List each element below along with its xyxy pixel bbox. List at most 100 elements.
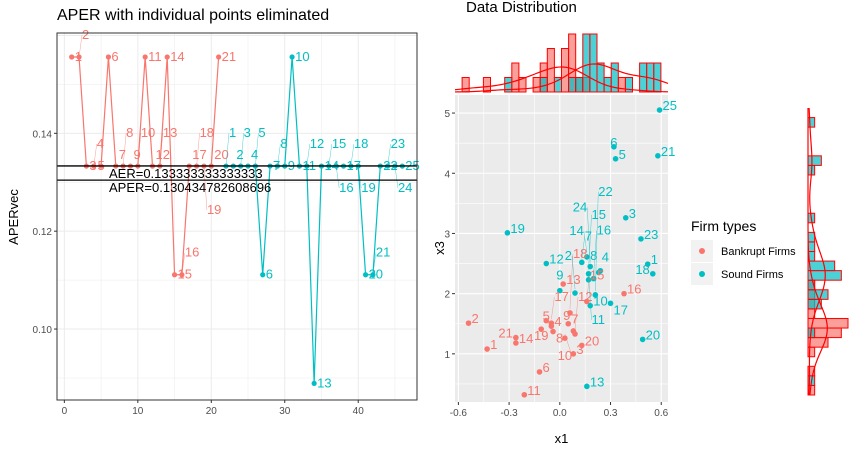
data-point [656, 107, 663, 113]
point-label: 12 [549, 252, 563, 267]
point-label: 16 [339, 180, 353, 195]
point-label: 5 [543, 309, 550, 324]
label-leader-line [277, 144, 281, 167]
data-point [105, 54, 112, 60]
point-label: 3 [629, 206, 636, 221]
label-leader-line [595, 191, 599, 291]
label-leader-line [78, 34, 83, 58]
data-point [142, 54, 148, 60]
point-label: 12 [156, 147, 170, 162]
right-histogram-bar [807, 117, 816, 128]
point-label: 1 [229, 125, 236, 140]
point-label: 19 [361, 180, 375, 195]
x-tick-label: 10 [132, 406, 144, 417]
label-leader-line [328, 144, 333, 167]
label-leader-line [593, 230, 597, 275]
point-label: 13 [163, 125, 177, 140]
data-point [578, 259, 585, 266]
point-label: 1 [490, 337, 497, 352]
point-label: 10 [593, 294, 607, 309]
data-point [655, 152, 661, 159]
top-histogram-bar [582, 33, 591, 93]
point-label: 14 [170, 49, 184, 64]
label-leader-line [574, 296, 579, 331]
point-label: 6 [543, 360, 550, 375]
point-label: 15 [178, 267, 192, 282]
point-label: 2 [565, 248, 572, 263]
data-point [612, 156, 619, 162]
point-label: 12 [578, 289, 592, 304]
point-label: 17 [554, 289, 568, 304]
point-label: 6 [266, 267, 273, 282]
data-point [621, 290, 627, 297]
right-density-curve [808, 107, 826, 396]
point-label: 2 [472, 311, 479, 326]
point-label: 4 [554, 314, 561, 329]
point-label: 18 [573, 246, 587, 261]
data-point [644, 261, 651, 267]
label-leader-line [588, 275, 592, 320]
data-point [179, 272, 185, 278]
data-point [548, 320, 555, 326]
data-point [592, 292, 599, 298]
label-leader-line [564, 334, 573, 357]
point-label: 8 [590, 248, 597, 263]
label-leader-line [571, 256, 576, 290]
x-tick-label: -0.3 [500, 408, 518, 419]
legend: Firm types Bankrupt Firms Sound Firms [691, 218, 796, 285]
label-leader-line [357, 166, 362, 189]
legend-point-icon [699, 271, 705, 277]
top-histogram-bar [568, 77, 577, 93]
scatter-panel [455, 95, 668, 402]
label-leader-line [387, 144, 391, 167]
plot-panel [57, 33, 417, 400]
point-label: 25 [663, 98, 677, 113]
point-label: 20 [214, 147, 228, 162]
point-label: 20 [646, 327, 660, 342]
x-tick-label: 0.0 [553, 408, 567, 419]
data-point [164, 54, 170, 60]
point-label: 14 [569, 223, 583, 238]
data-point [585, 277, 592, 283]
point-label: 19 [534, 328, 548, 343]
legend-title: Firm types [691, 218, 756, 234]
legend-point-icon [699, 248, 705, 254]
y-axis-label: x3 [432, 241, 447, 255]
data-point [543, 260, 550, 267]
label-leader-line [394, 166, 399, 189]
point-label: 5 [619, 147, 626, 162]
label-leader-line [583, 230, 588, 253]
data-point [484, 346, 490, 352]
point-label: 10 [141, 125, 155, 140]
point-label: 5 [258, 125, 265, 140]
data-point [567, 310, 573, 316]
label-leader-line [551, 297, 555, 320]
top-histogram-bar [553, 77, 563, 93]
point-label: 4 [602, 250, 609, 265]
label-leader-line [203, 166, 208, 211]
data-point [572, 331, 578, 337]
y-tick-label: 3 [444, 229, 450, 240]
label-leader-line [588, 214, 592, 270]
label-leader-line [93, 144, 97, 167]
y-tick-label: 4 [444, 169, 450, 180]
y-tick-label: 0.12 [33, 227, 53, 238]
x-tick-label: 40 [353, 406, 365, 417]
data-point [260, 272, 266, 278]
point-label: 8 [126, 125, 133, 140]
point-label: 16 [597, 223, 611, 238]
x-tick-label: 20 [206, 406, 218, 417]
top-histogram-bar [610, 62, 619, 93]
data-point [649, 270, 656, 277]
label-leader-line [225, 133, 230, 167]
data-point [504, 230, 511, 236]
point-label: 1 [651, 252, 658, 267]
data-point [578, 342, 585, 349]
top-histogram-bar [561, 48, 570, 93]
reference-label: AER=0.133333333333333 [109, 166, 263, 181]
data-point [289, 54, 295, 60]
data-point [550, 328, 556, 335]
label-leader-line [255, 133, 259, 167]
